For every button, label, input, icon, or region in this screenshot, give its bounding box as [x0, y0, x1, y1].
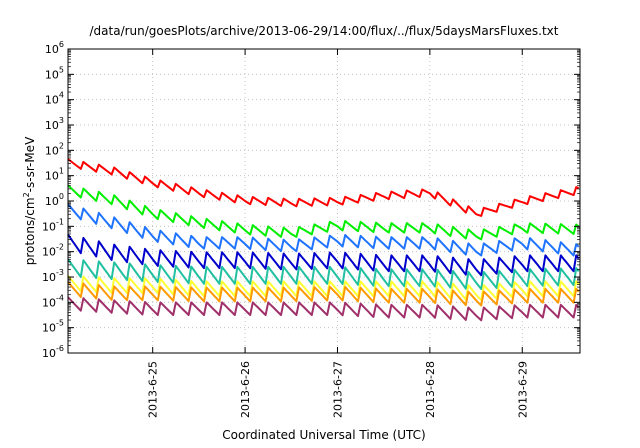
y-tick-label: 106 [45, 40, 64, 56]
y-tick-label: 10-3 [42, 268, 64, 284]
x-tick-label: 2013-6-25 [147, 361, 160, 418]
x-tick-label: 2013-6-28 [424, 361, 437, 418]
y-axis-label: protons/cm2-s-sr-MeV [22, 136, 37, 265]
series-line [67, 203, 580, 257]
y-tick-label: 10-1 [42, 217, 64, 233]
y-tick-label: 10-6 [42, 344, 64, 360]
series-line [67, 158, 580, 217]
x-tick-label: 2013-6-29 [516, 361, 529, 418]
series-line [67, 233, 580, 277]
series-line [67, 258, 580, 290]
y-tick-label: 101 [45, 167, 64, 183]
series-line [67, 281, 580, 307]
x-tick-label: 2013-6-27 [331, 361, 344, 418]
chart-title: /data/run/goesPlots/archive/2013-06-29/1… [90, 24, 559, 38]
y-tick-label: 104 [45, 91, 64, 107]
y-tick-label: 10-2 [42, 243, 64, 259]
series-line [67, 296, 580, 322]
y-tick-label: 10-5 [42, 319, 64, 335]
y-tick-label: 103 [45, 116, 64, 132]
y-tick-label: 105 [45, 65, 64, 81]
y-tick-label: 100 [45, 192, 64, 208]
x-tick-label: 2013-6-26 [239, 361, 252, 418]
y-tick-label: 10-4 [42, 293, 64, 309]
x-axis-label: Coordinated Universal Time (UTC) [222, 428, 425, 442]
series-group [67, 158, 580, 322]
y-axis-ticks: 10-6 10-5 10-4 10-3 10-2 10-1 100 101 102 103 104 1… [42, 40, 580, 360]
series-line [67, 275, 580, 302]
x-axis-ticks: 2013-6-25 2013-6-26 2013-6-27 2013-6-28 2013… [147, 49, 529, 418]
y-tick-label: 102 [45, 141, 64, 157]
series-line [67, 184, 580, 241]
